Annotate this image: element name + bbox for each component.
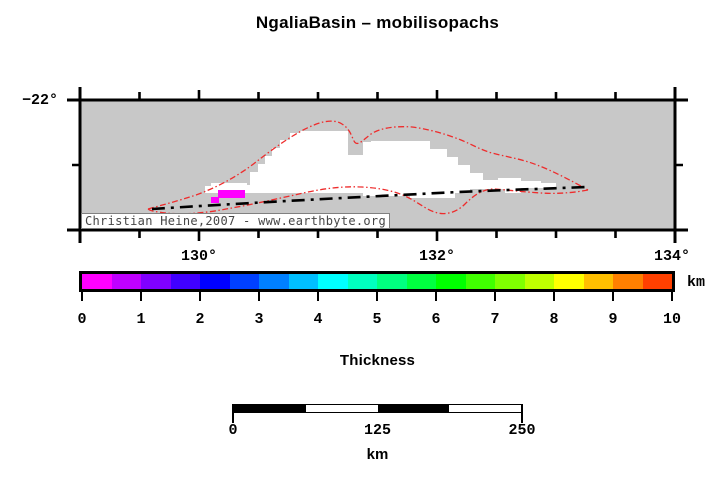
scalebar-segment xyxy=(305,405,378,412)
colorbar-tick xyxy=(611,292,615,301)
scalebar-end-post-left xyxy=(231,404,235,423)
colorbar-segment xyxy=(200,274,230,289)
scalebar xyxy=(233,404,522,413)
colorbar-segment xyxy=(377,274,407,289)
scalebar-end-post-right xyxy=(520,404,524,423)
colorbar-tick-label: 7 xyxy=(490,311,500,328)
colorbar-segment xyxy=(554,274,584,289)
isopach-cell-magenta xyxy=(211,190,245,203)
colorbar-tick-label: 2 xyxy=(195,311,205,328)
colorbar-segment xyxy=(406,274,436,289)
lat-tick-label: −22° xyxy=(21,92,58,109)
section-line xyxy=(151,185,588,211)
colorbar-tick xyxy=(198,292,202,301)
colorbar-tick xyxy=(139,292,143,301)
colorbar-segment xyxy=(583,274,613,289)
colorbar-tick xyxy=(80,292,84,301)
colorbar-tick xyxy=(434,292,438,301)
colorbar-segment xyxy=(465,274,495,289)
colorbar-tick-label: 4 xyxy=(313,311,323,328)
scalebar-segment xyxy=(234,405,306,412)
colorbar-tick xyxy=(375,292,379,301)
scalebar-tick-label-0: 0 xyxy=(228,422,238,439)
colorbar-tick-label: 5 xyxy=(372,311,382,328)
colorbar-segment xyxy=(642,274,672,289)
colorbar-tick-label: 8 xyxy=(549,311,559,328)
colorbar-tick-label: 3 xyxy=(254,311,264,328)
basin-outline-contour xyxy=(147,120,589,215)
colorbar-segment xyxy=(347,274,377,289)
colorbar-tick-label: 0 xyxy=(77,311,87,328)
colorbar-ticks xyxy=(79,292,675,302)
scalebar-segment xyxy=(377,405,450,412)
colorbar-segment xyxy=(318,274,348,289)
colorbar-tick-label: 1 xyxy=(136,311,146,328)
colorbar-tick xyxy=(493,292,497,301)
scalebar-tick-label-250: 250 xyxy=(508,422,536,439)
colorbar-segment xyxy=(111,274,141,289)
colorbar-segment xyxy=(436,274,466,289)
colorbar-segment xyxy=(229,274,259,289)
colorbar-tick xyxy=(670,292,674,301)
colorbar-segment xyxy=(170,274,200,289)
scalebar-segment xyxy=(449,405,521,412)
colorbar-unit-label: km xyxy=(687,274,706,291)
colorbar-tick-label: 6 xyxy=(431,311,441,328)
colorbar-segments xyxy=(79,271,675,292)
lon-tick-label-134: 134° xyxy=(653,248,691,265)
colorbar-tick-labels: 0 1 2 3 4 5 6 7 8 9 10 xyxy=(77,311,681,329)
colorbar-segment xyxy=(288,274,318,289)
basin-fill xyxy=(205,131,556,198)
colorbar-segment xyxy=(524,274,554,289)
map-background xyxy=(80,100,675,230)
colorbar-tick-label: 9 xyxy=(608,311,618,328)
page-title: NgaliaBasin – mobilisopachs xyxy=(255,13,500,32)
colorbar-segment xyxy=(495,274,525,289)
copyright-notice: Christian Heine,2007 - www.earthbyte.org xyxy=(81,213,390,229)
colorbar-tick-label: 10 xyxy=(662,311,682,328)
colorbar-title: Thickness xyxy=(339,352,416,369)
lon-tick-label-130: 130° xyxy=(180,248,218,265)
lon-tick-label-132: 132° xyxy=(418,248,456,265)
colorbar-segment xyxy=(82,274,112,289)
scalebar-tick-label-125: 125 xyxy=(363,422,392,439)
colorbar-tick xyxy=(552,292,556,301)
colorbar-segment xyxy=(141,274,171,289)
colorbar-segment xyxy=(259,274,289,289)
scalebar-unit-label: km xyxy=(366,446,389,463)
colorbar-tick xyxy=(316,292,320,301)
colorbar-segment xyxy=(613,274,643,289)
map-frame xyxy=(78,98,677,232)
colorbar-tick xyxy=(257,292,261,301)
